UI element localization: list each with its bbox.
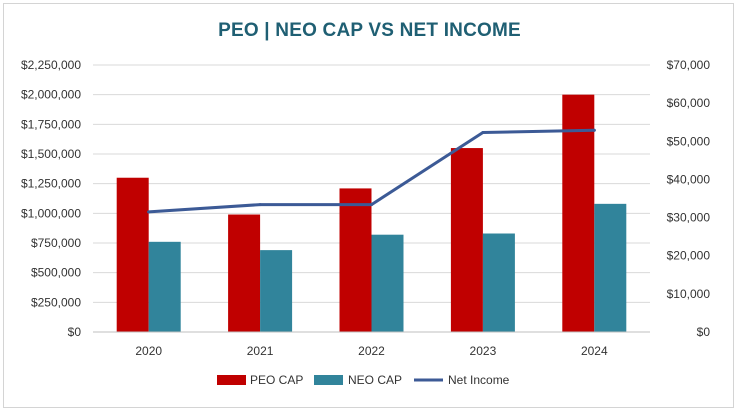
bars bbox=[116, 94, 627, 333]
chart-title: PEO | NEO CAP VS NET INCOME bbox=[218, 20, 521, 41]
y-left-tick-label: $500,000 bbox=[31, 266, 81, 280]
neo-cap-bar bbox=[260, 250, 293, 332]
net-income-point bbox=[258, 203, 262, 207]
legend-swatch-peo-cap bbox=[217, 375, 246, 385]
legend-swatch-neo-cap bbox=[314, 375, 343, 385]
y-left-tick-label: $2,250,000 bbox=[21, 58, 81, 72]
legend-label-neo-cap: NEO CAP bbox=[348, 373, 402, 387]
peo-cap-bar bbox=[116, 177, 149, 332]
y-right-tick-label: $70,000 bbox=[667, 58, 711, 72]
y-left-tick-label: $1,000,000 bbox=[21, 206, 81, 220]
neo-cap-bar bbox=[482, 233, 515, 332]
legend-label-peo-cap: PEO CAP bbox=[250, 373, 303, 387]
y-right-tick-label: $50,000 bbox=[667, 134, 711, 148]
peo-cap-bar bbox=[228, 214, 261, 332]
peo-cap-bar bbox=[562, 94, 595, 333]
net-income-point bbox=[147, 210, 151, 214]
y-right-tick-label: $60,000 bbox=[667, 96, 711, 110]
y-right-tick-label: $40,000 bbox=[667, 172, 711, 186]
net-income-point bbox=[481, 131, 485, 135]
peo-cap-bar bbox=[450, 148, 483, 332]
y-left-tick-label: $1,750,000 bbox=[21, 117, 81, 131]
y-right-tick-label: $20,000 bbox=[667, 249, 711, 263]
neo-cap-bar bbox=[594, 203, 627, 332]
y-left-tick-label: $0 bbox=[68, 325, 82, 339]
legend-label-net-income: Net Income bbox=[448, 373, 510, 387]
y-left-tick-label: $250,000 bbox=[31, 295, 81, 309]
net-income-point bbox=[592, 128, 596, 132]
net-income-point bbox=[370, 203, 373, 207]
y-right-tick-label: $30,000 bbox=[667, 211, 711, 225]
y-right-tick-label: $10,000 bbox=[667, 287, 711, 301]
y-left-tick-label: $1,250,000 bbox=[21, 177, 81, 191]
y-right-tick-label: $0 bbox=[697, 325, 711, 339]
y-left-tick-label: $1,500,000 bbox=[21, 147, 81, 161]
peo-cap-bar bbox=[339, 188, 372, 332]
x-tick-label: 2022 bbox=[358, 344, 385, 358]
axes: $0 $250,000 $500,000 $750,000 $1,000,000 $1,2… bbox=[21, 58, 710, 358]
legend: PEO CAP NEO CAP Net Income bbox=[217, 373, 510, 387]
x-tick-label: 2024 bbox=[581, 344, 608, 358]
x-tick-label: 2021 bbox=[247, 344, 274, 358]
neo-cap-bar bbox=[371, 234, 404, 332]
y-left-tick-label: $2,000,000 bbox=[21, 88, 81, 102]
x-tick-label: 2023 bbox=[470, 344, 497, 358]
x-tick-label: 2020 bbox=[135, 344, 162, 358]
net-income-line-group bbox=[147, 128, 596, 214]
y-left-tick-label: $750,000 bbox=[31, 236, 81, 250]
neo-cap-bar bbox=[148, 241, 181, 332]
